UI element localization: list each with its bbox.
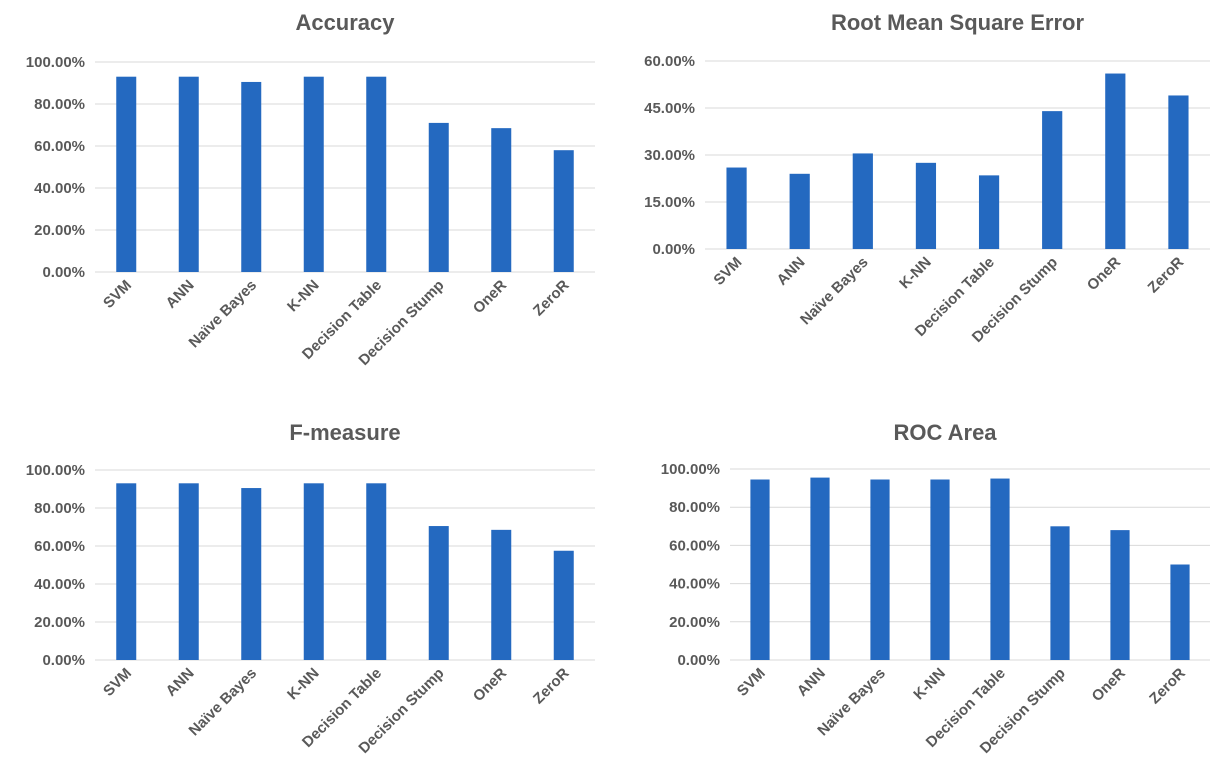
accuracy-x-label-svm: SVM (100, 277, 135, 312)
f-measure-x-label-oner: OneR (470, 665, 510, 705)
roc-area-title: ROC Area (893, 420, 997, 445)
roc-area-bar-ann (810, 477, 830, 660)
rmse-y-tick-label: 15.00% (644, 194, 695, 211)
accuracy-y-tick-label: 100.00% (26, 54, 85, 71)
roc-area-bar-k-nn (930, 479, 950, 660)
roc-area-x-label-svm: SVM (734, 665, 769, 700)
rmse-bar-naive-bayes (852, 153, 873, 249)
roc-area-x-label-ann: ANN (794, 665, 829, 700)
f-measure-bar-ann (178, 483, 199, 660)
rmse-bar-oner (1105, 73, 1126, 250)
accuracy-y-tick-label: 40.00% (34, 180, 85, 197)
roc-area-y-tick-label: 100.00% (661, 461, 720, 478)
rmse-chart-svg: Root Mean Square Error 0.00% 15.00% 30.00% 4… (644, 10, 1210, 346)
rmse-y-tick-label: 45.00% (644, 100, 695, 117)
rmse-x-label-oner: OneR (1084, 254, 1124, 294)
accuracy-bar-naive-bayes (241, 81, 262, 272)
roc-area-y-tick-label: 60.00% (669, 537, 720, 554)
f-measure-x-label-k-nn: K-NN (284, 665, 323, 704)
roc-area-chart: ROC Area 0.00% 20.00% 40.00% 60.00% 80.00% 100… (615, 405, 1215, 771)
f-measure-bar-k-nn (303, 483, 324, 660)
accuracy-y-tick-label: 20.00% (34, 222, 85, 239)
roc-area-bar-zeror (1170, 564, 1190, 660)
rmse-y-tick-label: 0.00% (652, 241, 695, 258)
rmse-bar-decision-table (978, 175, 1000, 249)
accuracy-y-tick-label: 60.00% (34, 138, 85, 155)
accuracy-bar-ann (178, 76, 199, 272)
accuracy-bar-k-nn (303, 76, 324, 272)
accuracy-y-tick-label: 80.00% (34, 96, 85, 113)
roc-area-bar-oner (1110, 530, 1130, 660)
f-measure-bar-decision-table (366, 483, 387, 660)
accuracy-title: Accuracy (295, 10, 395, 35)
roc-area-bar-decision-table (990, 478, 1010, 660)
rmse-bar-svm (726, 167, 747, 249)
accuracy-x-label-k-nn: K-NN (284, 277, 323, 316)
rmse-bar-k-nn (915, 162, 937, 249)
accuracy-bar-decision-stump (428, 122, 449, 273)
rmse-bar-ann (789, 173, 810, 249)
roc-area-y-tick-label: 80.00% (669, 499, 720, 516)
f-measure-x-label-zeror: ZeroR (530, 665, 573, 708)
f-measure-y-tick-label: 80.00% (34, 500, 85, 517)
f-measure-y-tick-label: 100.00% (26, 462, 85, 479)
f-measure-bar-decision-stump (428, 526, 449, 660)
accuracy-y-tick-label: 0.00% (42, 264, 85, 281)
roc-area-y-tick-label: 20.00% (669, 614, 720, 631)
f-measure-x-label-ann: ANN (163, 665, 198, 700)
f-measure-y-tick-label: 0.00% (42, 652, 85, 669)
f-measure-bar-naive-bayes (241, 488, 262, 660)
accuracy-x-label-zeror: ZeroR (530, 277, 573, 320)
f-measure-chart: F-measure 0.00% 20.00% 40.00% 60.00% 80.00% 10… (0, 405, 600, 771)
rmse-x-label-naive-bayes: Naïve Bayes (797, 254, 872, 329)
accuracy-x-label-ann: ANN (163, 277, 198, 312)
roc-area-y-tick-label: 0.00% (677, 652, 720, 669)
rmse-x-label-ann: ANN (774, 254, 809, 289)
f-measure-bar-svm (116, 483, 137, 660)
roc-area-x-label-zeror: ZeroR (1146, 665, 1189, 708)
roc-area-bar-svm (750, 479, 770, 660)
accuracy-x-label-oner: OneR (470, 277, 510, 317)
accuracy-bar-decision-table (366, 76, 387, 272)
f-measure-x-label-svm: SVM (100, 665, 135, 700)
roc-area-y-tick-label: 40.00% (669, 576, 720, 593)
roc-area-x-label-k-nn: K-NN (910, 665, 949, 704)
rmse-title: Root Mean Square Error (831, 10, 1084, 35)
accuracy-chart-svg: Accuracy 0.00% 20.00% 40.00% 60.00% 80.00% 100… (26, 10, 595, 369)
rmse-x-label-svm: SVM (710, 254, 745, 289)
f-measure-chart-svg: F-measure 0.00% 20.00% 40.00% 60.00% 80.00% 10… (26, 420, 595, 757)
roc-area-x-label-oner: OneR (1089, 665, 1129, 705)
accuracy-chart: Accuracy 0.00% 20.00% 40.00% 60.00% 80.00% 100… (0, 0, 600, 385)
rmse-x-label-zeror: ZeroR (1145, 254, 1188, 297)
f-measure-y-tick-label: 60.00% (34, 538, 85, 555)
rmse-chart: Root Mean Square Error 0.00% 15.00% 30.00% 4… (615, 0, 1215, 385)
accuracy-bar-zeror (553, 150, 574, 272)
f-measure-title: F-measure (289, 420, 400, 445)
rmse-x-label-k-nn: K-NN (896, 254, 935, 293)
accuracy-bar-svm (116, 76, 137, 272)
f-measure-y-tick-label: 40.00% (34, 576, 85, 593)
rmse-y-tick-label: 30.00% (644, 147, 695, 164)
roc-area-chart-svg: ROC Area 0.00% 20.00% 40.00% 60.00% 80.00% 100… (661, 420, 1210, 757)
rmse-bar-zeror (1168, 95, 1189, 249)
rmse-bar-decision-stump (1042, 111, 1063, 249)
accuracy-bar-oner (491, 128, 512, 272)
f-measure-bar-oner (491, 529, 512, 660)
roc-area-bar-naive-bayes (870, 479, 890, 660)
f-measure-bar-zeror (553, 550, 574, 660)
f-measure-y-tick-label: 20.00% (34, 614, 85, 631)
rmse-y-tick-label: 60.00% (644, 53, 695, 70)
roc-area-bar-decision-stump (1050, 526, 1070, 660)
